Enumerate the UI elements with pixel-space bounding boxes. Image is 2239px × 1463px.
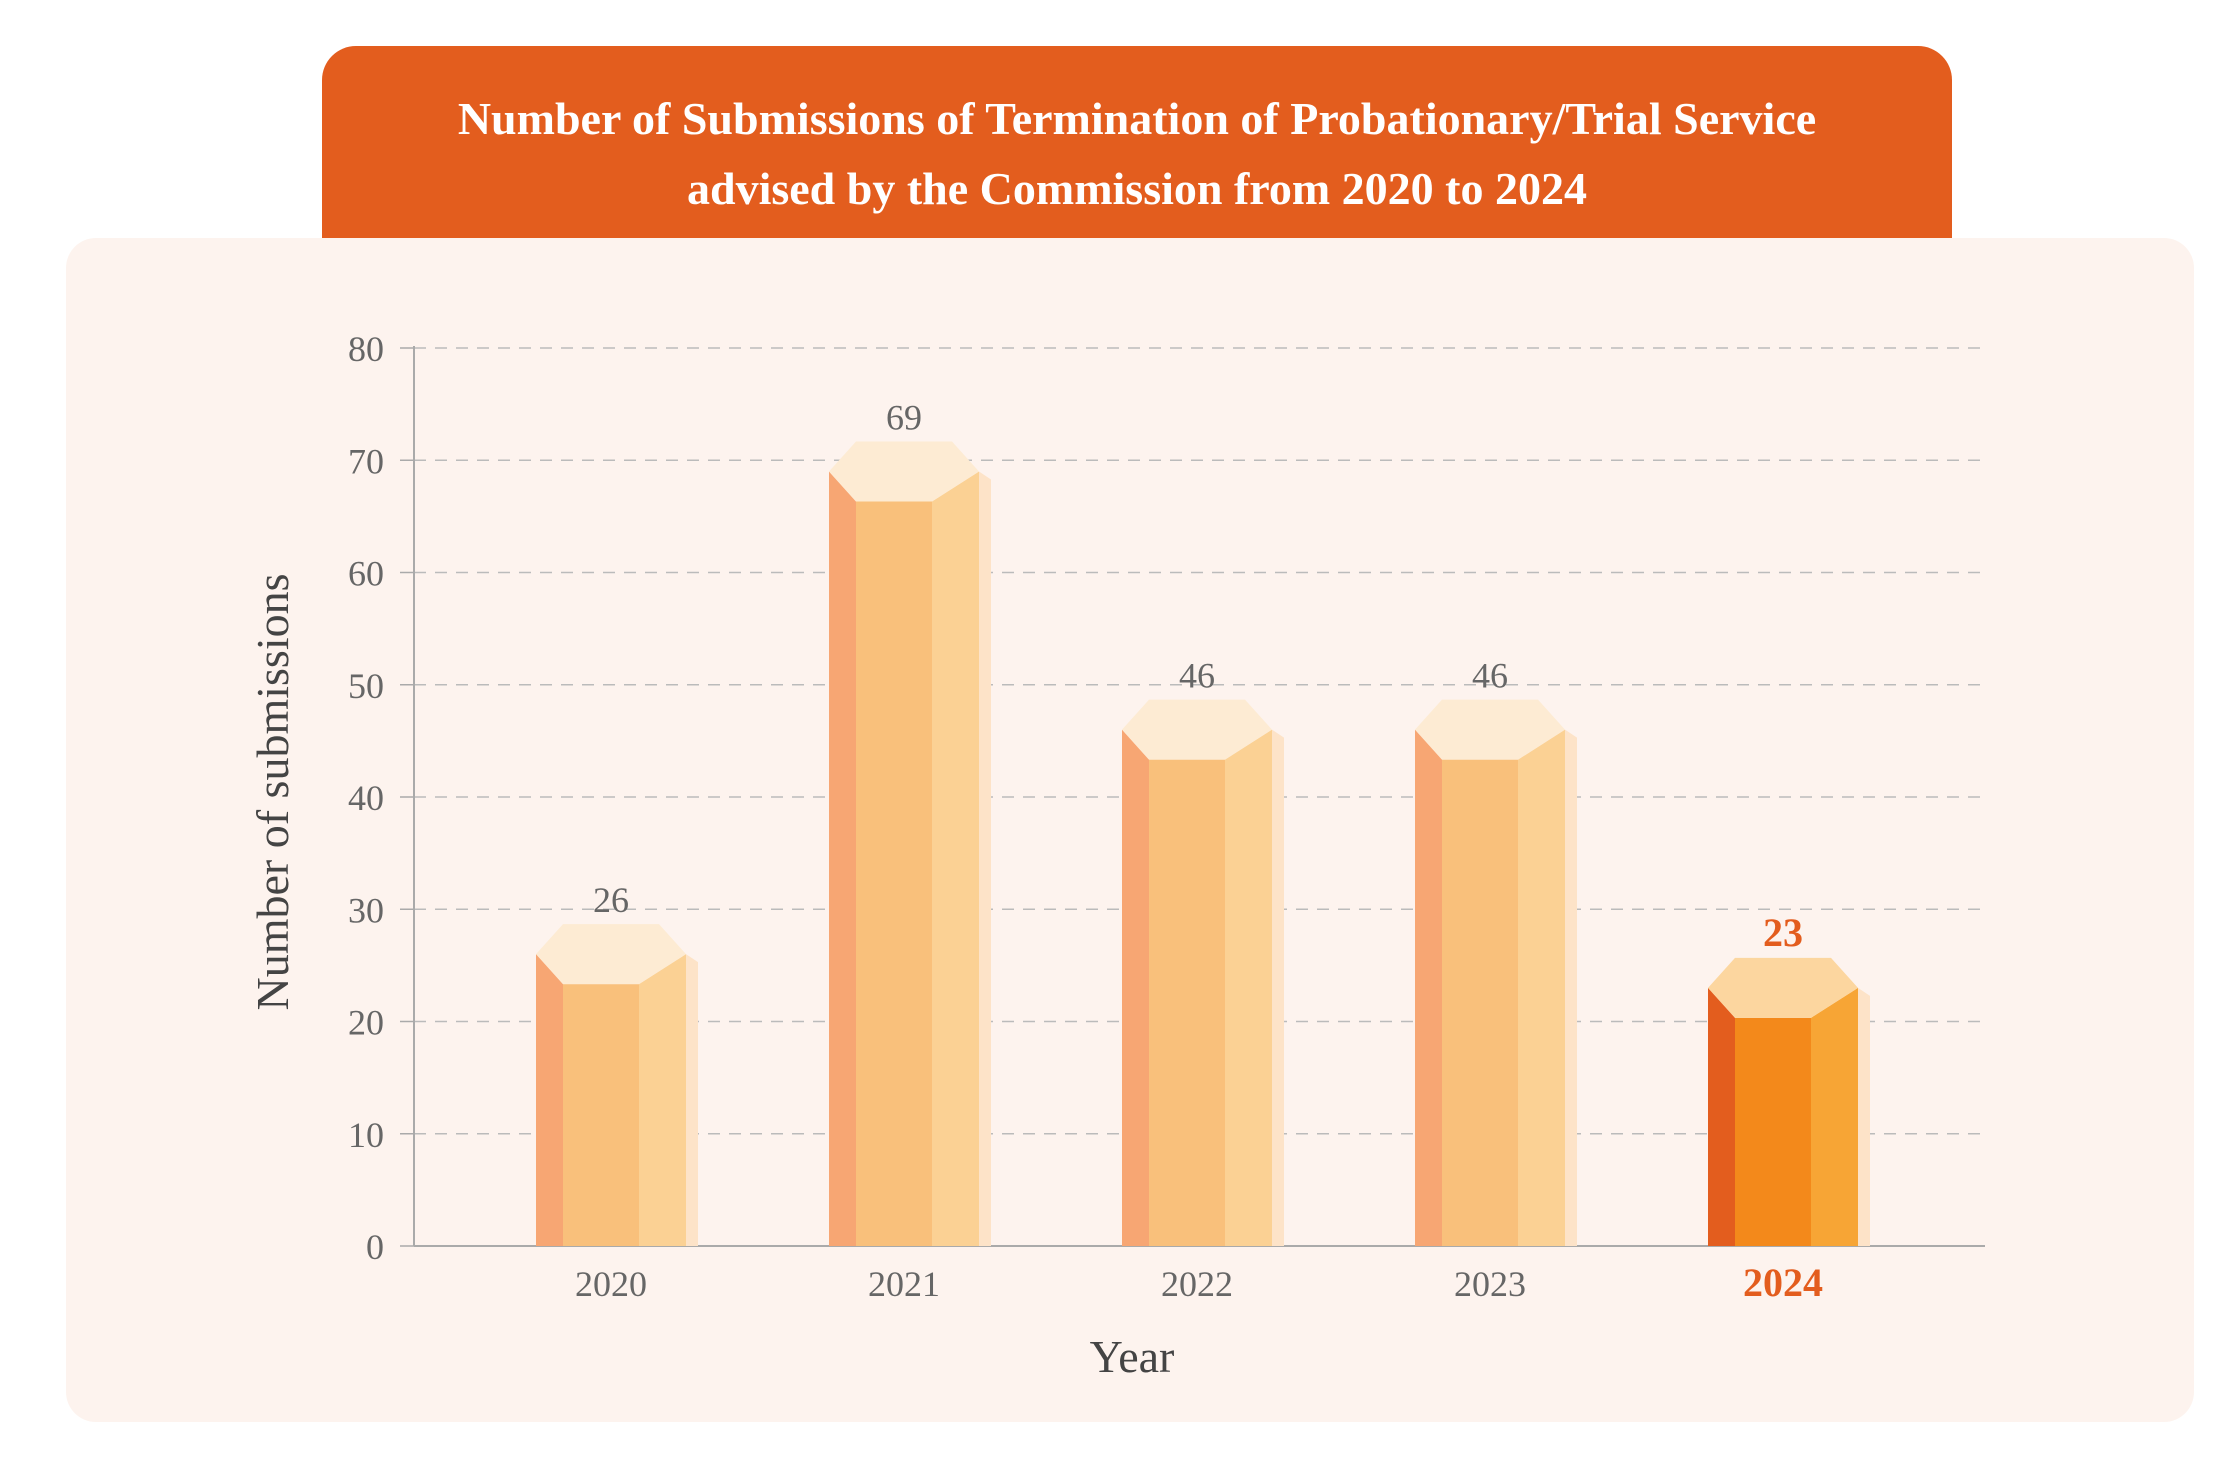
bar-shadow (686, 954, 698, 1246)
y-tick-label: 60 (348, 554, 384, 594)
bar-left-face (1122, 729, 1149, 1246)
bar-right-face (1225, 729, 1272, 1246)
chart-title-banner: Number of Submissions of Termination of … (322, 46, 1952, 246)
bar-front-face (563, 984, 639, 1246)
data-label: 23 (1763, 910, 1803, 955)
y-tick-label: 50 (348, 666, 384, 706)
y-tick-label: 0 (366, 1227, 384, 1267)
bar-top (536, 924, 686, 985)
bar-shadow (979, 471, 991, 1247)
bar-top (829, 441, 979, 502)
bar-right-face (639, 954, 686, 1246)
bar-right-face (932, 471, 979, 1247)
chart-title-line-1: Number of Submissions of Termination of … (457, 93, 1817, 144)
bar-left-face (536, 954, 563, 1246)
bar-top (1708, 957, 1858, 1018)
bar-left-face (1708, 987, 1735, 1246)
x-tick-label: 2020 (575, 1264, 647, 1304)
y-tick-label: 30 (348, 890, 384, 930)
y-tick-label: 70 (348, 441, 384, 481)
data-label: 69 (886, 397, 922, 437)
bar-front-face (856, 501, 932, 1247)
y-tick-label: 20 (348, 1003, 384, 1043)
bar-top (1415, 699, 1565, 760)
chart-title-line-2: advised by the Commission from 2020 to 2… (686, 163, 1587, 214)
bar-front-face (1149, 759, 1225, 1246)
data-label: 46 (1179, 656, 1215, 696)
y-tick-label: 40 (348, 778, 384, 818)
bar-front-face (1735, 1017, 1811, 1246)
bar-left-face (1415, 729, 1442, 1246)
bar-right-face (1811, 987, 1858, 1246)
x-tick-label: 2024 (1743, 1260, 1823, 1305)
bar-right-face (1518, 729, 1565, 1246)
bar-front-face (1442, 759, 1518, 1246)
bar-shadow (1272, 729, 1284, 1246)
y-tick-label: 10 (348, 1115, 384, 1155)
x-tick-label: 2021 (868, 1264, 940, 1304)
x-tick-label: 2023 (1454, 1264, 1526, 1304)
data-label: 46 (1472, 656, 1508, 696)
y-axis-title: Number of submissions (247, 574, 298, 1011)
data-label: 26 (593, 880, 629, 920)
bar-shadow (1858, 987, 1870, 1246)
x-axis-title: Year (1090, 1331, 1175, 1382)
bar-left-face (829, 471, 856, 1247)
bar-shadow (1565, 729, 1577, 1246)
x-tick-label: 2022 (1161, 1264, 1233, 1304)
y-tick-label: 80 (348, 329, 384, 369)
bar-top (1122, 699, 1272, 760)
